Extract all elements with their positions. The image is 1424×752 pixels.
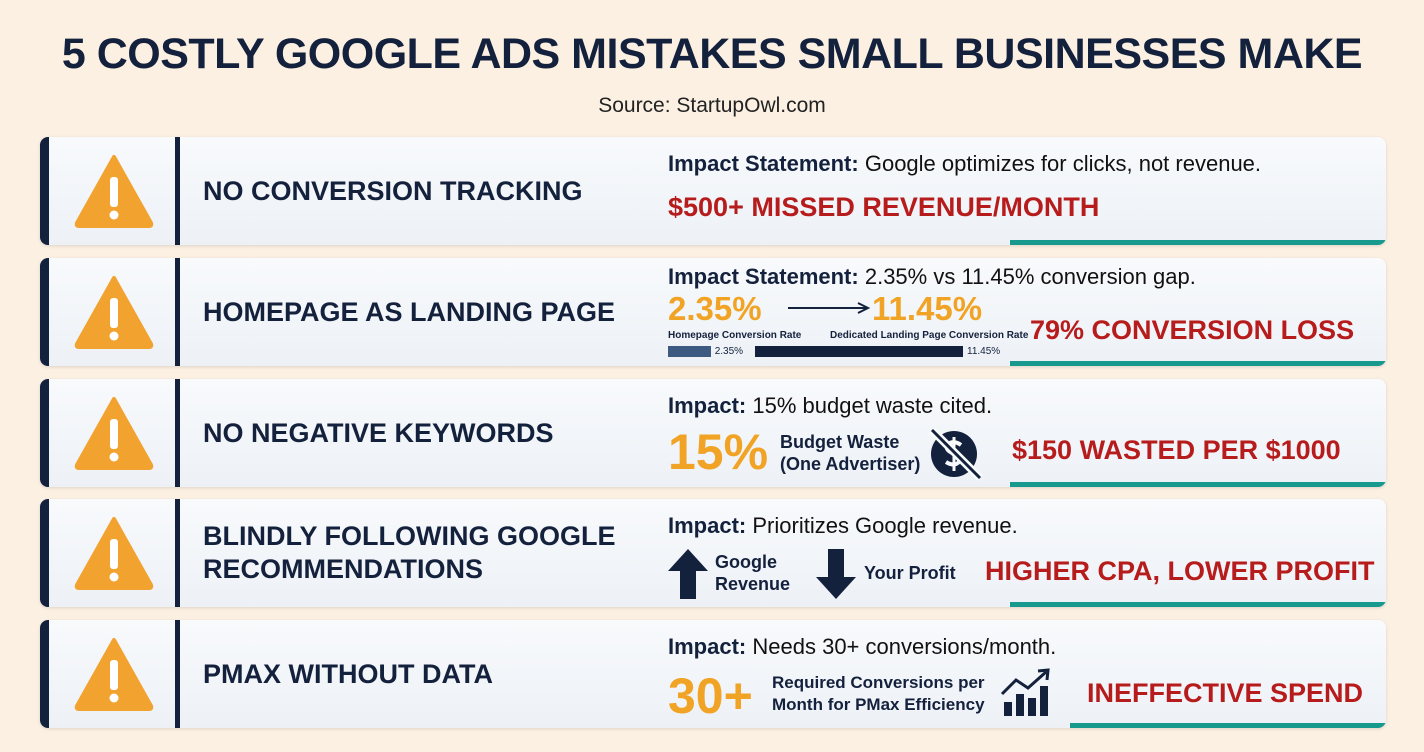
teal-underline	[1010, 361, 1386, 366]
mistake-name: BLINDLY FOLLOWING GOOGLE RECOMMENDATIONS	[203, 499, 616, 607]
from-value: 2.35%	[668, 290, 762, 327]
title: 5 COSTLY GOOGLE ADS MISTAKES SMALL BUSIN…	[61, 30, 1363, 78]
divider	[175, 379, 180, 487]
mistake-card: NO CONVERSION TRACKING Impact Statement:…	[40, 137, 1386, 245]
impact-label: Impact:	[668, 513, 747, 538]
detail: Budget Waste (One Advertiser)	[780, 431, 920, 475]
impact-label: Impact:	[668, 393, 747, 418]
impact: Impact: Needs 30+ conversions/month.	[668, 634, 1056, 660]
from-label: Homepage Conversion Rate	[668, 330, 802, 341]
up-arrow	[668, 549, 708, 599]
detail-line: Required Conversions per	[772, 673, 985, 692]
down-arrow	[816, 549, 856, 599]
card-edge	[40, 258, 49, 366]
arrow	[788, 302, 871, 314]
divider	[175, 499, 180, 607]
detail: Required Conversions per Month for PMax E…	[772, 672, 985, 716]
impact-label: Impact:	[668, 634, 747, 659]
impact-text: Needs 30+ conversions/month.	[752, 634, 1057, 659]
growth-icon	[1000, 668, 1050, 716]
down-label: Your Profit	[864, 563, 956, 583]
big-number: 30+	[668, 668, 753, 724]
mistake-card: HOMEPAGE AS LANDING PAGE Impact Statemen…	[40, 258, 1386, 366]
detail-line: Budget Waste	[780, 432, 900, 452]
divider	[175, 137, 180, 245]
divider	[175, 258, 180, 366]
impact-text: Google optimizes for clicks, not revenue…	[864, 151, 1262, 176]
mistake-card: BLINDLY FOLLOWING GOOGLE RECOMMENDATIONS …	[40, 499, 1386, 607]
result: $150 WASTED PER $1000	[1012, 435, 1341, 465]
result: 79% CONVERSION LOSS	[1030, 315, 1355, 345]
impact: Impact Statement: Google optimizes for c…	[668, 151, 1261, 177]
mistake-card: PMAX WITHOUT DATA Impact: Needs 30+ conv…	[40, 620, 1386, 728]
impact-text: 15% budget waste cited.	[752, 393, 993, 418]
impact-label: Impact Statement:	[668, 264, 859, 289]
impact: Impact: 15% budget waste cited.	[668, 393, 992, 419]
mistake-card: NO NEGATIVE KEYWORDS Impact: 15% budget …	[40, 379, 1386, 487]
up-label-line: Revenue	[715, 574, 791, 594]
bar-label: 2.35%	[714, 346, 744, 357]
impact-text: 2.35% vs 11.45% conversion gap.	[864, 264, 1196, 289]
impact: Impact Statement: 2.35% vs 11.45% conver…	[668, 264, 1196, 290]
mistake-name: NO NEGATIVE KEYWORDS	[203, 417, 554, 448]
detail-line: (One Advertiser)	[780, 454, 921, 474]
card-edge	[40, 620, 49, 728]
mistake-name: PMAX WITHOUT DATA	[203, 658, 493, 689]
impact: Impact: Prioritizes Google revenue.	[668, 513, 1018, 539]
warning-icon	[74, 397, 154, 470]
teal-underline	[1010, 602, 1386, 607]
card-edge	[40, 379, 49, 487]
card-edge	[40, 137, 49, 245]
teal-underline	[1010, 482, 1386, 487]
detail-line: Month for PMax Efficiency	[772, 695, 985, 714]
name-line: RECOMMENDATIONS	[203, 554, 483, 584]
divider	[175, 620, 180, 728]
name-line: BLINDLY FOLLOWING GOOGLE	[203, 521, 616, 551]
to-label: Dedicated Landing Page Conversion Rate	[830, 330, 1029, 341]
result: INEFFECTIVE SPEND	[1087, 678, 1364, 708]
mistake-name: HOMEPAGE AS LANDING PAGE	[203, 296, 616, 327]
result: $500+ MISSED REVENUE/MONTH	[668, 192, 1100, 222]
no-money-icon	[929, 427, 983, 481]
impact-text: Prioritizes Google revenue.	[752, 513, 1018, 538]
bar	[755, 346, 963, 357]
warning-icon	[74, 638, 154, 711]
up-label-line: Google	[715, 552, 777, 572]
bar	[668, 346, 711, 357]
big-number: 15%	[668, 424, 769, 480]
impact-label: Impact Statement:	[668, 151, 859, 176]
mistake-name: NO CONVERSION TRACKING	[203, 175, 583, 206]
up-label: Google Revenue	[715, 551, 790, 595]
result: HIGHER CPA, LOWER PROFIT	[985, 556, 1375, 586]
teal-underline	[1010, 240, 1386, 245]
warning-icon	[74, 155, 154, 228]
teal-underline	[1070, 723, 1386, 728]
to-value: 11.45%	[872, 290, 983, 327]
card-edge	[40, 499, 49, 607]
source: Source: StartupOwl.com	[598, 94, 826, 117]
warning-icon	[74, 276, 154, 349]
warning-icon	[74, 517, 154, 590]
bar-label: 11.45%	[967, 346, 1001, 357]
